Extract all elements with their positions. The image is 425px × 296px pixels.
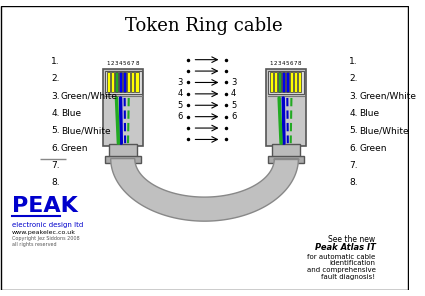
Bar — [136, 72, 139, 92]
Text: Peak Atlas IT: Peak Atlas IT — [314, 243, 375, 252]
Text: Green/White: Green/White — [359, 91, 416, 101]
Text: Blue/White: Blue/White — [359, 126, 409, 135]
Text: 4: 4 — [281, 61, 285, 66]
Bar — [278, 72, 281, 92]
Bar — [103, 69, 143, 146]
Text: 8.: 8. — [349, 178, 358, 187]
Text: 3: 3 — [115, 61, 118, 66]
Text: Green: Green — [61, 144, 88, 152]
Bar — [290, 72, 293, 92]
Text: 7.: 7. — [51, 161, 60, 170]
Bar — [272, 144, 300, 158]
Text: fault diagnosis!: fault diagnosis! — [321, 274, 375, 280]
PathPatch shape — [110, 159, 298, 221]
Text: Green/White: Green/White — [61, 91, 118, 101]
Text: 5.: 5. — [51, 126, 60, 135]
Bar — [274, 72, 277, 92]
Bar — [266, 69, 306, 146]
Text: 3: 3 — [178, 78, 183, 87]
Text: identification: identification — [329, 260, 375, 266]
Text: Blue: Blue — [61, 109, 81, 118]
Text: 7: 7 — [294, 61, 297, 66]
Text: 1.: 1. — [51, 57, 60, 66]
Text: Blue: Blue — [359, 109, 379, 118]
Text: www.peakelec.co.uk: www.peakelec.co.uk — [11, 230, 76, 235]
Text: PEAK: PEAK — [11, 196, 77, 216]
Bar — [115, 72, 118, 92]
Text: and comprehensive: and comprehensive — [306, 267, 375, 273]
Text: Copyright Jez Siddons 2008: Copyright Jez Siddons 2008 — [11, 237, 79, 241]
Text: 5: 5 — [123, 61, 126, 66]
Text: 8.: 8. — [51, 178, 60, 187]
Text: 8: 8 — [298, 61, 301, 66]
Text: 3.: 3. — [51, 91, 60, 101]
Bar — [119, 72, 122, 92]
Text: 1: 1 — [269, 61, 273, 66]
Text: 3: 3 — [278, 61, 281, 66]
Text: 5.: 5. — [349, 126, 358, 135]
Bar — [105, 71, 142, 94]
Text: electronic design ltd: electronic design ltd — [11, 222, 83, 228]
Text: 2: 2 — [110, 61, 114, 66]
Text: Token Ring cable: Token Ring cable — [125, 17, 283, 35]
Text: 4: 4 — [178, 89, 183, 98]
Text: 1: 1 — [107, 61, 110, 66]
Bar — [286, 72, 289, 92]
Text: 5: 5 — [231, 101, 236, 110]
Bar — [105, 156, 142, 163]
Text: 2: 2 — [273, 61, 277, 66]
Text: for automatic cable: for automatic cable — [307, 254, 375, 260]
Text: 4: 4 — [119, 61, 122, 66]
Bar — [123, 72, 126, 92]
Bar — [131, 72, 134, 92]
Bar — [111, 72, 114, 92]
Text: 6.: 6. — [51, 144, 60, 152]
Bar — [298, 72, 301, 92]
Text: 4.: 4. — [51, 109, 60, 118]
Text: 6: 6 — [290, 61, 293, 66]
Text: 5: 5 — [286, 61, 289, 66]
Bar — [268, 71, 304, 94]
Text: 6: 6 — [178, 112, 183, 121]
Text: Green: Green — [359, 144, 387, 152]
Text: 2.: 2. — [51, 74, 60, 83]
Text: 6: 6 — [127, 61, 130, 66]
Text: 6.: 6. — [349, 144, 358, 152]
Text: 4: 4 — [231, 89, 236, 98]
Text: 4.: 4. — [349, 109, 358, 118]
Text: 7.: 7. — [349, 161, 358, 170]
Text: 2.: 2. — [349, 74, 358, 83]
Text: 7: 7 — [131, 61, 135, 66]
Bar — [294, 72, 297, 92]
Text: 3.: 3. — [349, 91, 358, 101]
Text: See the new: See the new — [328, 235, 375, 244]
Text: all rights reserved: all rights reserved — [11, 242, 56, 247]
Bar — [269, 72, 272, 92]
Text: 3: 3 — [231, 78, 236, 87]
Bar — [268, 156, 304, 163]
Text: 1.: 1. — [349, 57, 358, 66]
Text: 8: 8 — [135, 61, 139, 66]
Text: Blue/White: Blue/White — [61, 126, 110, 135]
Bar — [107, 72, 110, 92]
Text: 5: 5 — [178, 101, 183, 110]
Bar — [128, 72, 130, 92]
Text: 6: 6 — [231, 112, 236, 121]
Bar — [282, 72, 285, 92]
Bar — [109, 144, 137, 158]
